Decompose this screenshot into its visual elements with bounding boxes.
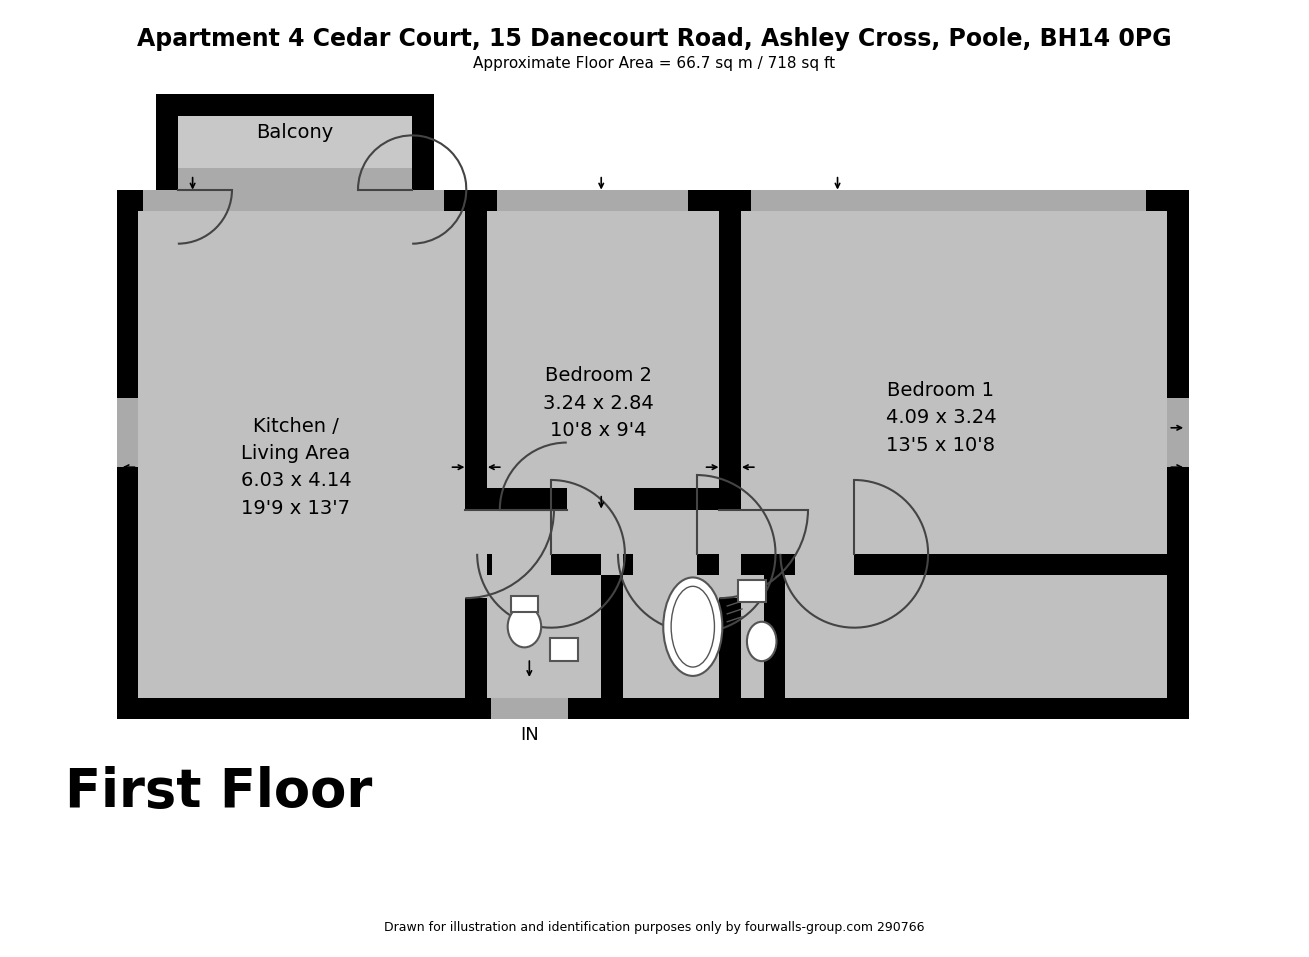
Bar: [487, 554, 601, 575]
Bar: [751, 189, 1145, 211]
Bar: [632, 554, 696, 575]
Bar: [117, 398, 139, 467]
Bar: [741, 554, 1168, 575]
Bar: [623, 554, 763, 575]
Bar: [511, 596, 538, 612]
Text: Kitchen /
Living Area
6.03 x 4.14
19'9 x 13'7: Kitchen / Living Area 6.03 x 4.14 19'9 x…: [241, 417, 351, 518]
Bar: [412, 94, 433, 189]
Bar: [465, 509, 487, 598]
Text: Apartment 4 Cedar Court, 15 Danecourt Road, Ashley Cross, Poole, BH14 0PG: Apartment 4 Cedar Court, 15 Danecourt Ro…: [137, 27, 1172, 51]
Bar: [567, 488, 634, 509]
Bar: [156, 94, 433, 116]
Bar: [178, 167, 412, 189]
Text: First Floor: First Floor: [64, 767, 372, 818]
Text: IN: IN: [520, 726, 539, 744]
Bar: [492, 554, 551, 575]
Bar: [117, 189, 1189, 211]
Text: Balcony: Balcony: [257, 122, 334, 142]
Bar: [795, 554, 855, 575]
Text: Approximate Floor Area = 66.7 sq m / 718 sq ft: Approximate Floor Area = 66.7 sq m / 718…: [474, 56, 835, 71]
Bar: [1168, 189, 1189, 720]
Ellipse shape: [747, 622, 776, 661]
Bar: [144, 189, 444, 211]
Bar: [491, 698, 568, 720]
Text: Drawn for illustration and identification purposes only by fourwalls-group.com 2: Drawn for illustration and identificatio…: [384, 922, 924, 934]
Bar: [763, 575, 785, 698]
Bar: [601, 575, 623, 698]
Bar: [178, 189, 412, 211]
Bar: [465, 189, 487, 720]
Bar: [497, 189, 687, 211]
Bar: [720, 554, 785, 575]
Bar: [487, 488, 720, 509]
Bar: [720, 189, 741, 720]
Bar: [720, 509, 741, 598]
Bar: [117, 698, 1189, 720]
Bar: [1168, 398, 1189, 467]
Bar: [156, 94, 178, 189]
Text: Bedroom 2
3.24 x 2.84
10'8 x 9'4: Bedroom 2 3.24 x 2.84 10'8 x 9'4: [543, 367, 653, 440]
Bar: [550, 637, 577, 661]
Ellipse shape: [664, 577, 723, 676]
Text: Bedroom 1
4.09 x 3.24
13'5 x 10'8: Bedroom 1 4.09 x 3.24 13'5 x 10'8: [886, 381, 996, 455]
Bar: [738, 580, 766, 602]
Ellipse shape: [672, 587, 715, 667]
Bar: [156, 94, 433, 189]
Bar: [117, 189, 139, 720]
Bar: [117, 189, 1189, 720]
Ellipse shape: [508, 606, 541, 647]
